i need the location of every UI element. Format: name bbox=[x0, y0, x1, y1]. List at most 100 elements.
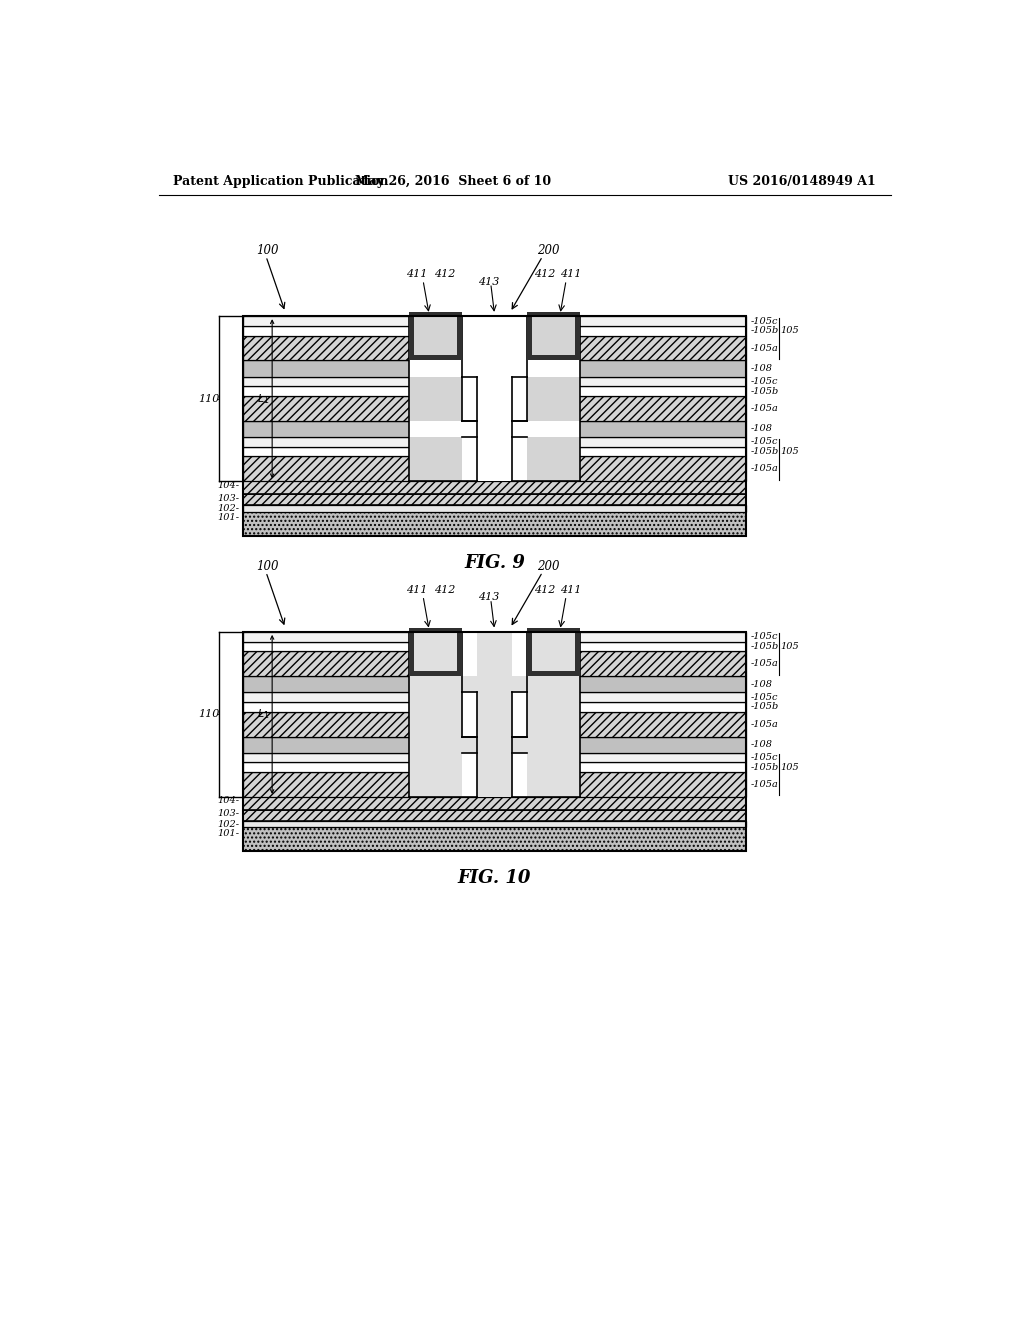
Text: May 26, 2016  Sheet 6 of 10: May 26, 2016 Sheet 6 of 10 bbox=[355, 176, 552, 187]
Text: 303: 303 bbox=[521, 399, 543, 408]
Bar bbox=[409, 632, 414, 676]
Bar bbox=[527, 317, 532, 360]
Text: -105b: -105b bbox=[751, 447, 779, 457]
Bar bbox=[243, 446, 746, 457]
Bar bbox=[243, 676, 746, 693]
Text: 411: 411 bbox=[407, 585, 427, 594]
Bar bbox=[243, 387, 746, 396]
Bar bbox=[527, 671, 581, 676]
Bar bbox=[457, 632, 462, 676]
Bar bbox=[527, 317, 581, 360]
Text: $L_1$: $L_1$ bbox=[257, 392, 270, 405]
Text: 412: 412 bbox=[534, 269, 555, 279]
Bar bbox=[243, 632, 746, 642]
Bar bbox=[527, 693, 581, 797]
Bar bbox=[409, 693, 462, 797]
Bar bbox=[527, 628, 581, 632]
Bar bbox=[409, 317, 462, 360]
Bar bbox=[409, 355, 462, 360]
Bar bbox=[409, 421, 581, 437]
Bar bbox=[243, 763, 746, 772]
Text: 110: 110 bbox=[198, 709, 219, 719]
Bar bbox=[409, 671, 462, 676]
Text: 103-: 103- bbox=[217, 809, 239, 818]
Bar bbox=[409, 737, 581, 752]
Bar bbox=[409, 693, 581, 797]
Bar bbox=[243, 376, 746, 387]
Text: 100: 100 bbox=[257, 244, 280, 257]
Bar bbox=[243, 702, 746, 711]
Text: US 2016/0148949 A1: US 2016/0148949 A1 bbox=[728, 176, 877, 187]
Bar bbox=[409, 317, 581, 376]
Text: -105b: -105b bbox=[751, 642, 779, 651]
Bar bbox=[243, 737, 746, 752]
Text: -105a: -105a bbox=[751, 404, 779, 413]
Bar bbox=[527, 312, 581, 317]
Bar bbox=[409, 437, 462, 482]
Bar bbox=[243, 335, 746, 360]
Bar bbox=[243, 317, 746, 326]
Text: -105b: -105b bbox=[751, 387, 779, 396]
Text: -105a: -105a bbox=[751, 659, 779, 668]
Text: 110: 110 bbox=[198, 393, 219, 404]
Bar bbox=[409, 312, 462, 317]
Text: -105c: -105c bbox=[751, 632, 778, 642]
Bar bbox=[243, 421, 746, 437]
Text: -108: -108 bbox=[751, 741, 773, 750]
Bar bbox=[243, 437, 746, 446]
Text: 105: 105 bbox=[780, 447, 800, 457]
Text: -105b: -105b bbox=[751, 326, 779, 335]
Text: -105c: -105c bbox=[751, 317, 778, 326]
Text: $L_3$: $L_3$ bbox=[503, 422, 515, 436]
Text: -105a: -105a bbox=[751, 719, 779, 729]
Text: -105c: -105c bbox=[751, 693, 778, 702]
Bar bbox=[243, 821, 746, 828]
Text: 411: 411 bbox=[560, 269, 582, 279]
Bar bbox=[527, 632, 532, 676]
Bar bbox=[243, 828, 746, 851]
Bar bbox=[243, 693, 746, 702]
Text: -105a: -105a bbox=[751, 780, 779, 789]
Text: FIG. 9: FIG. 9 bbox=[464, 553, 525, 572]
Text: -105b: -105b bbox=[751, 763, 779, 772]
Bar bbox=[243, 482, 746, 495]
Text: -105a: -105a bbox=[751, 465, 779, 474]
Bar bbox=[243, 772, 746, 797]
Text: 413: 413 bbox=[477, 277, 499, 286]
Bar bbox=[243, 360, 746, 376]
Bar bbox=[243, 506, 746, 512]
Bar bbox=[243, 711, 746, 737]
Text: -105c: -105c bbox=[751, 754, 778, 762]
Text: 101-: 101- bbox=[217, 829, 239, 838]
Text: 105: 105 bbox=[780, 326, 800, 335]
Bar bbox=[243, 396, 746, 421]
Text: -108: -108 bbox=[751, 364, 773, 374]
Text: 102-: 102- bbox=[217, 504, 239, 513]
Text: 102-: 102- bbox=[217, 820, 239, 829]
Text: $L_3$: $L_3$ bbox=[503, 738, 515, 751]
Bar bbox=[243, 810, 746, 821]
Text: 412: 412 bbox=[434, 585, 456, 594]
Bar bbox=[409, 360, 581, 376]
Bar bbox=[409, 317, 414, 360]
Bar bbox=[243, 797, 746, 810]
Text: Patent Application Publication: Patent Application Publication bbox=[173, 176, 388, 187]
Bar bbox=[409, 632, 581, 693]
Bar bbox=[409, 632, 462, 676]
Bar bbox=[527, 355, 581, 360]
Bar bbox=[527, 437, 581, 482]
Text: 105: 105 bbox=[780, 763, 800, 772]
Text: -105b: -105b bbox=[751, 702, 779, 711]
Bar bbox=[409, 376, 581, 482]
Bar bbox=[243, 457, 746, 482]
Text: -105c: -105c bbox=[751, 378, 778, 385]
Bar bbox=[243, 495, 746, 506]
Text: -105a: -105a bbox=[751, 343, 779, 352]
Text: 103-: 103- bbox=[217, 494, 239, 503]
Text: 413: 413 bbox=[477, 593, 499, 602]
Text: 104-: 104- bbox=[217, 480, 239, 490]
Bar bbox=[575, 317, 581, 360]
Text: 200: 200 bbox=[538, 244, 560, 257]
Bar bbox=[575, 632, 581, 676]
Bar bbox=[527, 376, 581, 421]
